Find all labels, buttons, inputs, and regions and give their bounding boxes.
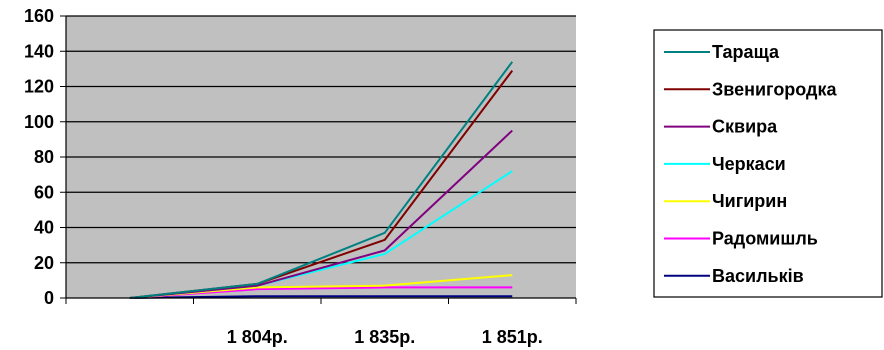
legend-label: Чигирин: [712, 191, 787, 211]
legend-label: Звенигородка: [712, 79, 837, 99]
y-tick-label: 60: [34, 182, 54, 202]
y-tick-label: 160: [24, 6, 54, 26]
y-tick-label: 100: [24, 112, 54, 132]
x-tick-label: 1 835р.: [354, 327, 415, 347]
legend-label: Тараща: [712, 42, 780, 62]
y-tick-label: 80: [34, 147, 54, 167]
axes: 0 20 40 60 80 100 120 140 160 1 804р. 1 835р. 1 851…: [24, 6, 577, 347]
series-line-Васильків: [129, 295, 513, 299]
legend-label: Васильків: [712, 266, 804, 286]
y-tick-label: 0: [44, 288, 54, 308]
series-lines: [129, 61, 514, 299]
x-tick-label: 1 851р.: [482, 327, 543, 347]
series-line-Тараща: [129, 61, 514, 299]
y-tick-label: 20: [34, 253, 54, 273]
legend-label: Радомишль: [712, 229, 818, 249]
legend-label: Черкаси: [712, 154, 786, 174]
x-tick-label: 1 804р.: [227, 327, 288, 347]
plot-area: [66, 15, 576, 298]
y-tick-label: 140: [24, 41, 54, 61]
legend: Тараща Звенигородка Сквира Черкаси Чигирин Ра…: [653, 29, 883, 298]
legend-label: Сквира: [712, 117, 778, 137]
y-tick-label: 40: [34, 218, 54, 238]
y-tick-label: 120: [24, 77, 54, 97]
